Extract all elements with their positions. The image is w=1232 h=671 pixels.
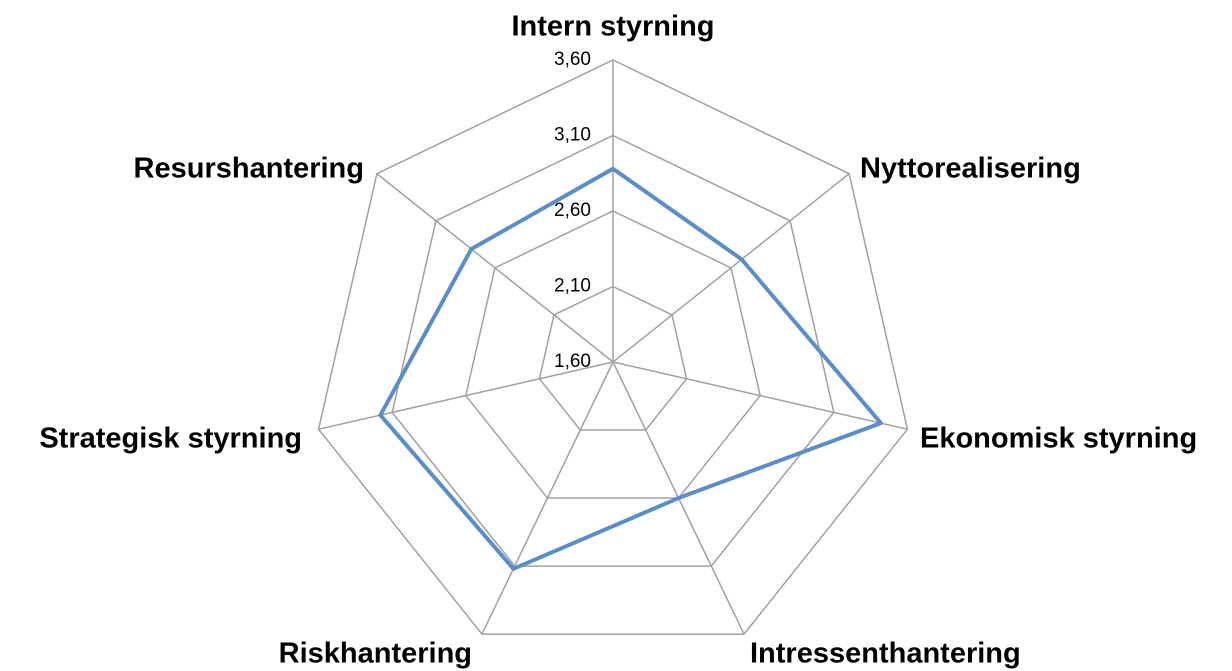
category-label: Resurshantering [134, 153, 364, 185]
spoke [376, 173, 614, 363]
category-label: Intern styrning [511, 11, 714, 43]
spoke [318, 361, 614, 430]
tick-label: 2,10 [554, 276, 591, 297]
grid-ring [317, 59, 909, 635]
category-label: Intressenthantering [750, 638, 1021, 670]
grid-ring [391, 134, 835, 567]
spoke [612, 361, 908, 430]
category-label: Strategisk styrning [39, 423, 302, 455]
grid-ring [538, 285, 688, 431]
category-label: Ekonomisk styrning [920, 423, 1197, 455]
spoke [612, 173, 850, 363]
grid-ring [464, 210, 762, 499]
spoke [481, 361, 614, 635]
category-label: Riskhantering [279, 638, 472, 670]
series-line [378, 166, 883, 571]
tick-label: 1,60 [554, 351, 591, 372]
tick-label: 3,60 [554, 49, 591, 70]
tick-label: 3,10 [554, 125, 591, 146]
category-label: Nyttorealisering [860, 153, 1081, 185]
tick-label: 2,60 [554, 200, 591, 221]
